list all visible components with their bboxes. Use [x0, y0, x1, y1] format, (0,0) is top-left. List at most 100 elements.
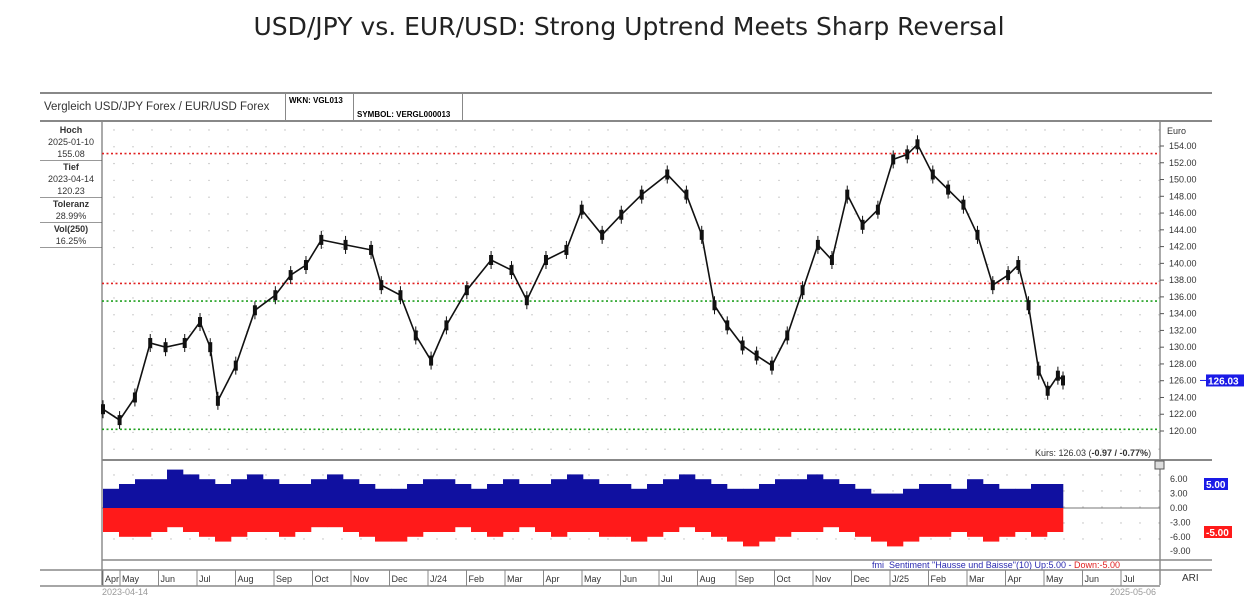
grid-dot	[1120, 280, 1122, 282]
grid-dot	[132, 179, 134, 182]
grid-dot	[1082, 347, 1084, 350]
grid-dot	[607, 347, 609, 350]
grid-dot	[664, 414, 666, 417]
grid-dot	[626, 196, 628, 198]
grid-dot	[1120, 263, 1122, 266]
grid-dot	[1120, 196, 1122, 198]
grid-dot	[1025, 330, 1027, 333]
x-tick-label: Nov	[353, 574, 370, 584]
grid-dot	[702, 314, 704, 316]
grid-dot	[398, 263, 400, 266]
x-tick-label: Jul	[661, 574, 673, 584]
sentiment-down-bar	[615, 508, 632, 537]
grid-dot	[246, 347, 248, 350]
grid-dot	[873, 398, 875, 400]
grid-dot	[1101, 280, 1103, 282]
grid-dot	[702, 280, 704, 282]
grid-dot	[645, 297, 647, 299]
grid-dot	[987, 314, 989, 316]
grid-dot	[949, 314, 951, 316]
grid-dot	[284, 179, 286, 182]
grid-dot	[1044, 263, 1046, 266]
grid-dot	[436, 330, 438, 333]
y-tick-label: 124.00	[1169, 392, 1197, 402]
grid-dot	[1158, 364, 1160, 366]
grid-dot	[246, 146, 248, 148]
kurs-readout: Kurs: 126.03 (-0.97 / -0.77%)	[1035, 448, 1151, 458]
grid-dot	[702, 213, 704, 215]
grid-dot	[816, 381, 818, 383]
grid-dot	[1006, 129, 1008, 131]
grid-dot	[1006, 230, 1008, 232]
grid-dot	[189, 297, 191, 299]
grid-dot	[1006, 474, 1008, 476]
grid-dot	[284, 246, 286, 249]
grid-dot	[360, 179, 362, 182]
grid-dot	[1139, 490, 1141, 492]
sentiment-up-bar	[135, 479, 152, 508]
grid-dot	[417, 431, 419, 434]
grid-dot	[1025, 381, 1027, 383]
grid-dot	[417, 230, 419, 232]
grid-dot	[151, 414, 153, 417]
sentiment-up-bar	[375, 488, 392, 508]
grid-dot	[227, 314, 229, 316]
grid-dot	[550, 196, 552, 198]
grid-dot	[626, 398, 628, 400]
grid-dot	[1025, 196, 1027, 198]
x-tick-label: Feb	[469, 574, 485, 584]
grid-dot	[341, 314, 343, 316]
grid-dot	[1158, 538, 1160, 540]
grid-dot	[740, 230, 742, 232]
grid-dot	[398, 414, 400, 417]
candle-point	[905, 149, 910, 160]
sentiment-down-bar	[407, 508, 424, 537]
grid-dot	[1139, 179, 1141, 182]
grid-dot	[607, 330, 609, 333]
grid-dot	[436, 179, 438, 182]
grid-dot	[588, 414, 590, 417]
grid-dot	[303, 162, 305, 165]
candle-point	[1061, 375, 1065, 386]
grid-dot	[189, 213, 191, 215]
sentiment-up-bar	[855, 488, 872, 508]
y-tick-label: 146.00	[1169, 208, 1197, 218]
grid-dot	[968, 196, 970, 198]
grid-dot	[265, 474, 267, 476]
grid-dot	[968, 347, 970, 350]
grid-dot	[949, 448, 951, 450]
grid-dot	[227, 179, 229, 182]
grid-dot	[949, 474, 951, 476]
grid-dot	[702, 129, 704, 131]
grid-dot	[1082, 263, 1084, 266]
grid-dot	[322, 538, 324, 540]
grid-dot	[683, 347, 685, 350]
grid-dot	[1006, 196, 1008, 198]
grid-dot	[949, 230, 951, 232]
grid-dot	[892, 474, 894, 476]
sentiment-down-bar	[279, 508, 296, 537]
grid-dot	[170, 330, 172, 333]
grid-dot	[987, 129, 989, 131]
grid-dot	[189, 196, 191, 198]
grid-dot	[645, 179, 647, 182]
grid-dot	[569, 129, 571, 131]
grid-dot	[968, 230, 970, 232]
grid-dot	[588, 398, 590, 400]
grid-dot	[303, 314, 305, 316]
grid-dot	[892, 196, 894, 198]
x-tick-label: Apr	[1008, 574, 1022, 584]
close-panel-icon[interactable]	[1154, 460, 1165, 470]
sentiment-down-bar	[423, 508, 440, 532]
grid-dot	[493, 263, 495, 266]
sentiment-down-bar	[679, 508, 696, 528]
grid-dot	[379, 263, 381, 266]
grid-dot	[759, 213, 761, 215]
tief-date: 2023-04-14	[47, 174, 95, 184]
grid-dot	[436, 314, 438, 316]
grid-dot	[626, 314, 628, 316]
grid-dot	[208, 448, 210, 450]
grid-dot	[1025, 398, 1027, 400]
sentiment-up-bar	[119, 484, 136, 508]
grid-dot	[1025, 246, 1027, 249]
